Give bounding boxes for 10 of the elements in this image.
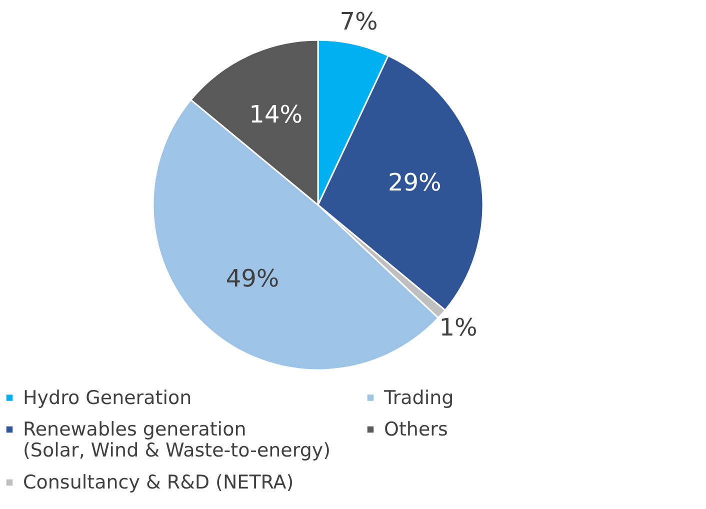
data-label: 7%	[340, 8, 378, 36]
legend-label: Trading	[383, 386, 454, 409]
data-label: 14%	[249, 100, 303, 128]
legend-label: Consultancy & R&D (NETRA)	[23, 472, 294, 494]
legend-label: Renewables generation (Solar, Wind & Waste-to-energy)	[23, 418, 331, 462]
data-label: 49%	[226, 264, 280, 292]
legend-label: Hydro Generation	[23, 386, 192, 409]
data-label: 29%	[388, 168, 442, 196]
data-label: 1%	[439, 314, 478, 342]
legend-label: Others	[384, 418, 448, 440]
